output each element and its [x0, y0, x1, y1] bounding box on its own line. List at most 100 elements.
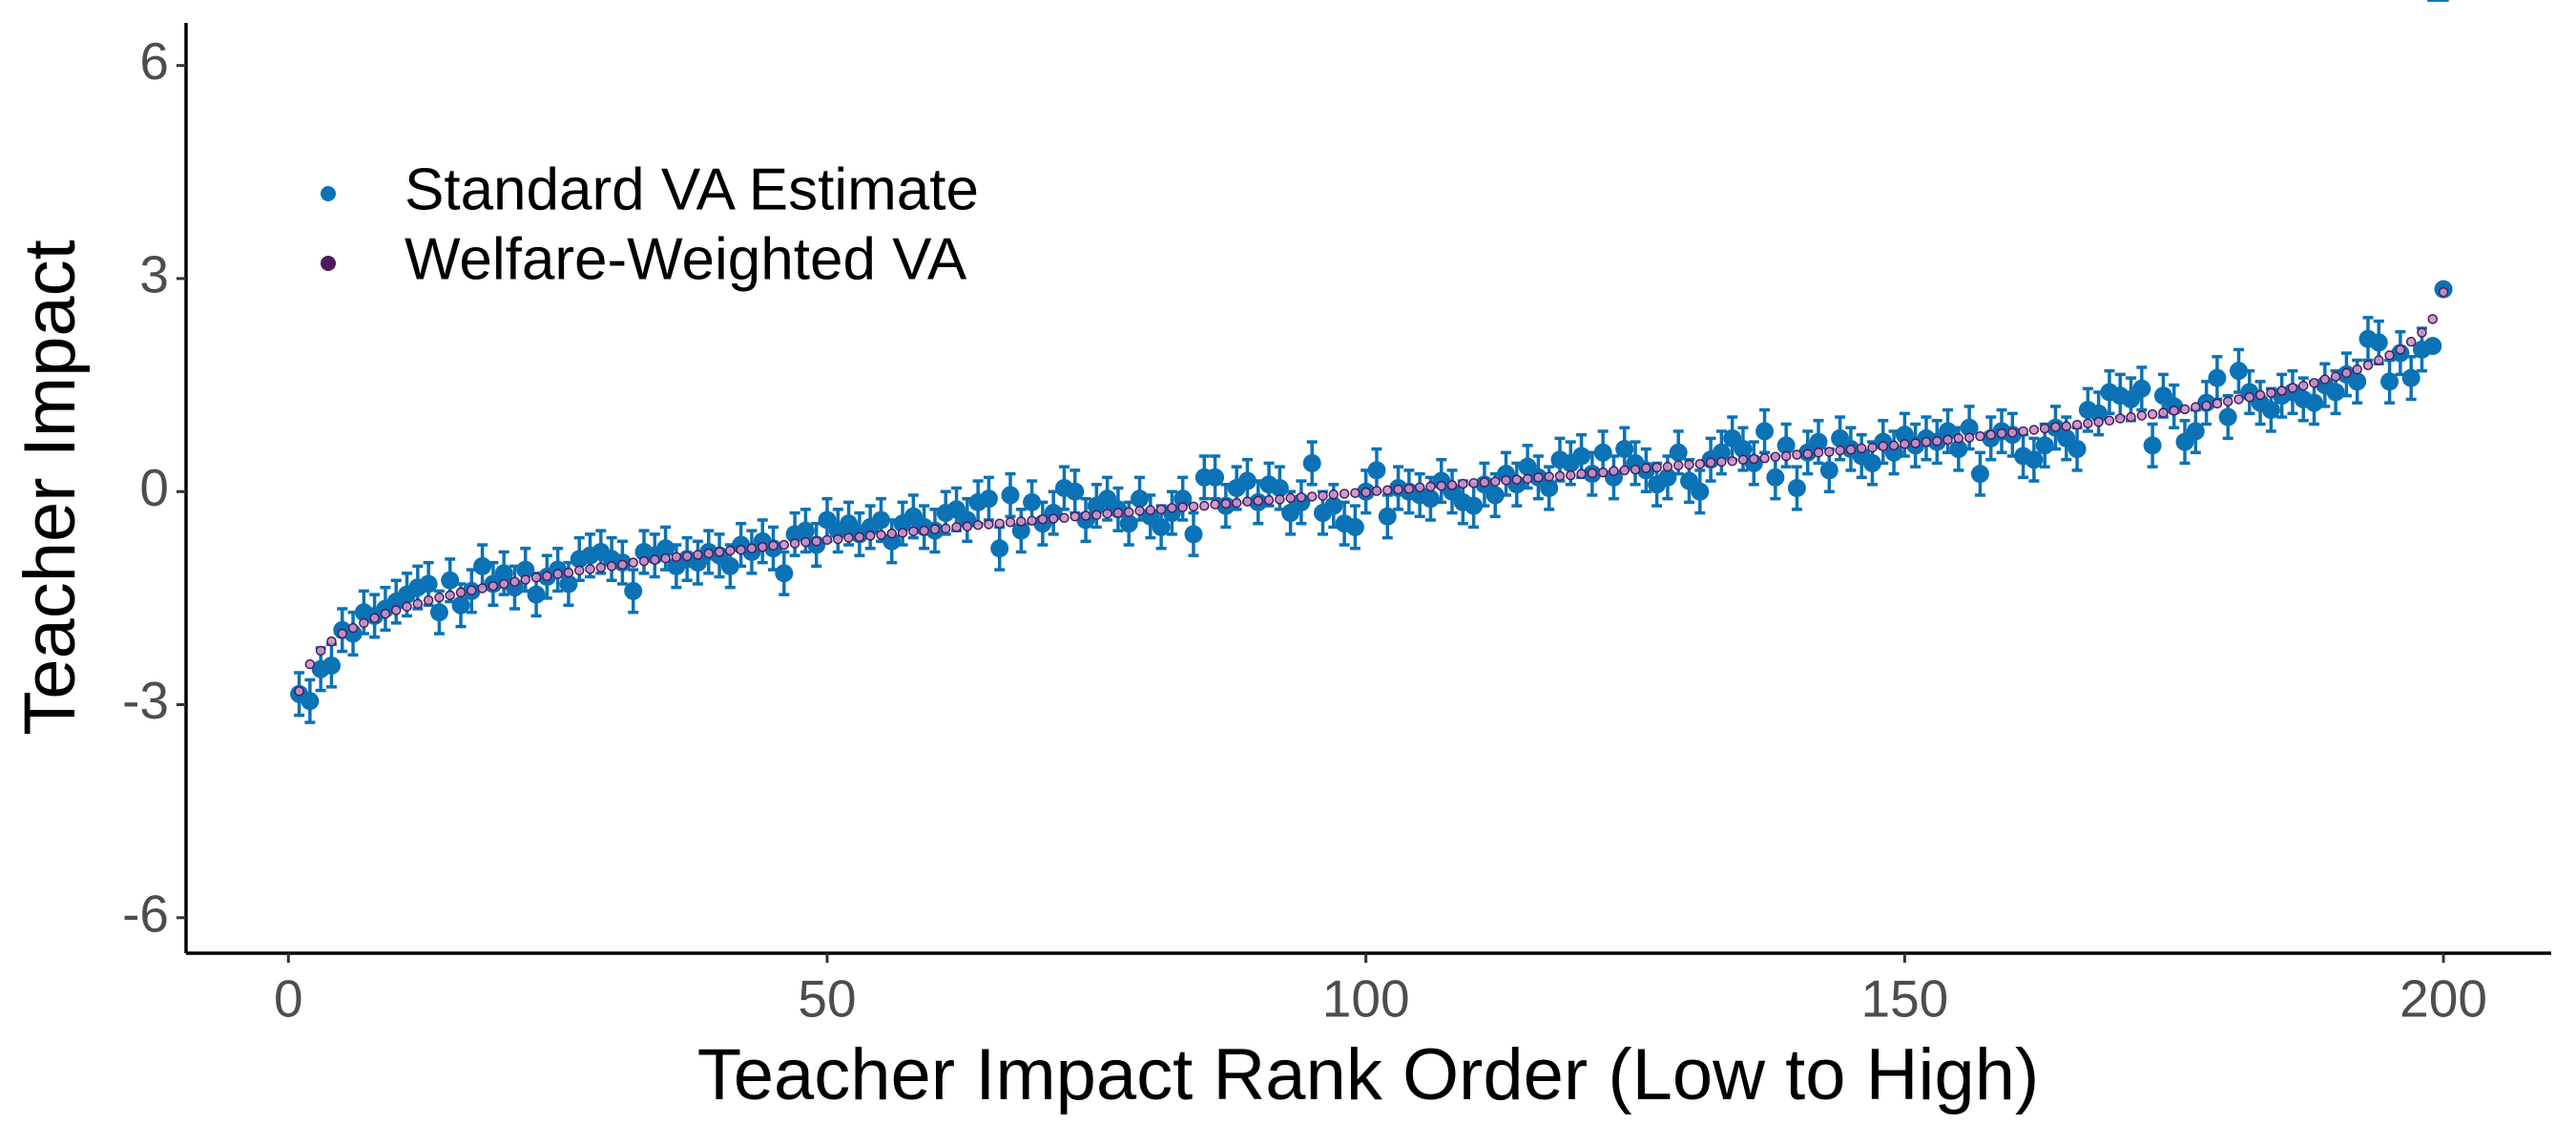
- point: [2169, 406, 2179, 416]
- point: [1942, 434, 1953, 446]
- point: [1027, 515, 1037, 526]
- point: [2369, 333, 2388, 352]
- point: [1975, 430, 1985, 442]
- point: [1845, 445, 1857, 455]
- point: [1275, 494, 1285, 505]
- point: [962, 521, 973, 531]
- point: [1177, 502, 1188, 512]
- point: [1119, 514, 1138, 533]
- point: [2039, 423, 2050, 434]
- point: [1339, 489, 1350, 499]
- x-axis-title: Teacher Impact Rank Order (Low to High): [697, 1034, 2040, 1115]
- point: [1237, 471, 1257, 490]
- point: [1059, 512, 1070, 524]
- point: [441, 571, 460, 590]
- point: [864, 531, 876, 541]
- point: [1152, 517, 1171, 536]
- point: [1884, 443, 1903, 462]
- point: [1188, 501, 1199, 512]
- point: [1134, 506, 1145, 516]
- point: [1597, 467, 1609, 478]
- point: [2261, 401, 2280, 420]
- point: [1949, 440, 1968, 459]
- point: [1970, 465, 1989, 484]
- point: [1328, 489, 1340, 500]
- point: [552, 569, 563, 579]
- point: [2143, 436, 2162, 455]
- point: [833, 533, 843, 545]
- point: [1378, 507, 1397, 526]
- point: [796, 521, 815, 540]
- point: [1572, 447, 1591, 466]
- point: [498, 578, 509, 590]
- point: [800, 536, 811, 548]
- point: [720, 556, 739, 575]
- point: [886, 528, 897, 539]
- point: [2374, 355, 2384, 365]
- point: [304, 658, 316, 670]
- point: [1669, 443, 1688, 462]
- point: [1350, 488, 1361, 498]
- point: [1727, 455, 1737, 467]
- point: [908, 526, 919, 537]
- point: [2384, 350, 2395, 361]
- point: [1963, 432, 1975, 443]
- point: [429, 603, 448, 622]
- point: [779, 539, 790, 551]
- point: [573, 565, 585, 576]
- point: [1210, 499, 1220, 510]
- point: [1792, 449, 1802, 460]
- point: [2229, 362, 2248, 381]
- point: [1566, 469, 1576, 481]
- point: [423, 594, 434, 606]
- point: [2305, 393, 2324, 412]
- point: [1615, 440, 1634, 459]
- point: [1641, 463, 1652, 473]
- point: [1953, 433, 1964, 444]
- legend-marker: [321, 186, 336, 201]
- point: [2395, 344, 2406, 355]
- point: [2266, 387, 2276, 399]
- point: [1112, 508, 1124, 518]
- point: [929, 524, 941, 534]
- point: [2147, 408, 2158, 420]
- point: [1652, 462, 1662, 473]
- point: [1501, 475, 1511, 486]
- point: [2179, 404, 2191, 415]
- point: [2191, 402, 2201, 412]
- point: [1694, 458, 1706, 469]
- point: [520, 574, 531, 585]
- point: [2417, 327, 2427, 338]
- point: [951, 522, 962, 532]
- point: [1361, 487, 1371, 498]
- point: [1716, 456, 1727, 468]
- point: [473, 556, 492, 575]
- point: [1684, 459, 1694, 470]
- point: [1023, 492, 1042, 511]
- point: [1458, 478, 1468, 489]
- point: [2438, 286, 2449, 298]
- point: [1318, 490, 1328, 501]
- point: [876, 530, 886, 540]
- point: [380, 608, 391, 619]
- point: [2222, 396, 2233, 406]
- point: [811, 536, 821, 547]
- y-tick-label: 3: [139, 244, 169, 303]
- y-tick-label: -3: [122, 671, 169, 730]
- point: [2201, 400, 2212, 411]
- point: [1393, 484, 1403, 495]
- point: [2380, 372, 2399, 391]
- point: [1533, 472, 1544, 483]
- point: [979, 489, 998, 509]
- series-1: [294, 286, 2449, 697]
- point: [617, 559, 628, 571]
- point: [638, 555, 650, 567]
- y-tick-label: 6: [139, 31, 169, 91]
- point: [1921, 436, 1932, 448]
- point: [1270, 479, 1289, 497]
- point: [2089, 404, 2109, 423]
- point: [1900, 439, 1910, 449]
- point: [2348, 372, 2367, 391]
- point: [1048, 513, 1059, 524]
